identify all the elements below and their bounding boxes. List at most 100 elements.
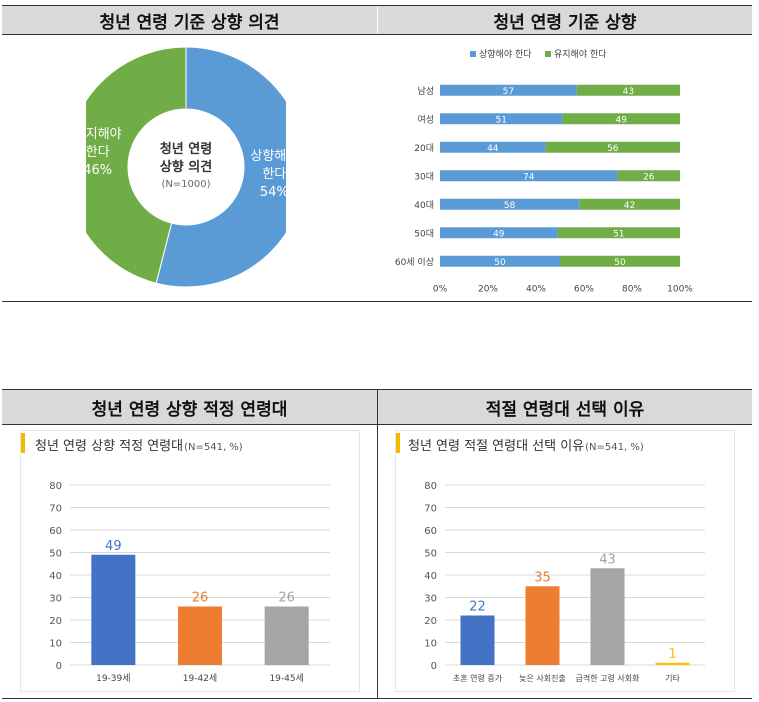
card-left <box>20 430 360 692</box>
y-tick-5: 50 <box>424 549 437 560</box>
hbar-label-0-1: 51 <box>495 115 506 125</box>
chart-title-right: 청년 연령 적절 연령대 선택 이유 (N=541, %) <box>408 435 644 454</box>
bar-value-1: 35 <box>534 570 551 585</box>
y-tick-0: 0 <box>431 661 437 672</box>
reason-bar-chart: 0 10 20 30 40 50 60 70 80 22 초혼 연령 증가 35 늦은 사회진출 43 급격… <box>424 481 705 683</box>
hbar-1-5 <box>557 227 680 239</box>
y-tick-6: 60 <box>49 526 62 537</box>
divider-top-under <box>2 34 752 35</box>
hbar-0-0 <box>440 84 577 96</box>
divider-top-bottom <box>2 301 752 302</box>
chart-title-right-text: 청년 연령 적절 연령대 선택 이유 <box>408 439 585 454</box>
y-tick-7: 70 <box>49 504 62 515</box>
hbar-label-0-2: 44 <box>487 144 499 154</box>
header-reason-text: 적절 연령대 선택 이유 <box>485 399 645 420</box>
x-label-2: 급격한 고령 사회화 <box>576 673 641 683</box>
divider-bottom-end <box>2 698 752 699</box>
bar-value-2: 43 <box>599 552 616 567</box>
hbar-0-3 <box>440 170 618 182</box>
hbar-0-5 <box>440 227 558 239</box>
legend-label-0: 상향해야 한다 <box>479 48 532 60</box>
hbar-label-1-2: 56 <box>607 144 619 154</box>
category-label-6: 60세 이상 <box>395 257 434 268</box>
x-label-1: 19-42세 <box>183 673 217 684</box>
hbar-0-6 <box>440 255 560 267</box>
hbar-label-1-5: 51 <box>613 229 624 239</box>
x-label-0: 초혼 연령 증가 <box>453 673 503 683</box>
x-tick-5: 100% <box>667 285 693 295</box>
donut-label-line2-0: 한다 <box>262 167 286 182</box>
donut-center-line2: 상향 의견 <box>160 159 212 175</box>
hbar-1-4 <box>579 198 680 210</box>
y-tick-8: 80 <box>424 481 437 492</box>
title-accent-right <box>396 433 400 453</box>
hbar-0-2 <box>440 141 546 153</box>
hbar-label-1-6: 50 <box>614 258 626 268</box>
title-accent-left <box>21 433 25 453</box>
hbar-label-0-3: 74 <box>523 172 535 182</box>
hbar-label-0-5: 49 <box>493 229 505 239</box>
x-tick-0: 0% <box>433 285 448 295</box>
category-label-5: 50대 <box>414 228 434 239</box>
bar-2 <box>264 606 309 665</box>
chart-subtitle-left: (N=541, %) <box>184 442 243 453</box>
category-label-2: 20대 <box>414 143 434 154</box>
legend-label-1: 유지해야 한다 <box>554 49 607 60</box>
hbar-1-6 <box>560 255 680 267</box>
category-label-0: 남성 <box>417 86 434 97</box>
hbar-label-1-3: 26 <box>643 172 655 182</box>
x-tick-3: 60% <box>574 285 594 295</box>
header-raise: 청년 연령 기준 상향 <box>378 6 752 34</box>
donut-center-line1: 청년 연령 <box>160 141 212 157</box>
bar-1 <box>178 606 222 665</box>
donut-label-line1-1: 유지해야 <box>86 127 122 142</box>
bar-value-1: 26 <box>192 591 209 606</box>
donut-label-line2-1: 한다 <box>86 145 110 160</box>
header-age-range-text: 청년 연령 상향 적정 연령대 <box>91 399 288 420</box>
y-tick-8: 80 <box>49 481 62 492</box>
x-label-0: 19-39세 <box>96 673 130 684</box>
category-label-3: 30대 <box>414 171 434 182</box>
bar-3 <box>655 662 690 665</box>
chart-title-left: 청년 연령 상향 적정 연령대 (N=541, %) <box>35 435 243 454</box>
bar-0 <box>460 615 495 665</box>
hbar-label-1-0: 43 <box>623 87 634 97</box>
header-reason: 적절 연령대 선택 이유 <box>378 390 752 424</box>
y-tick-0: 0 <box>56 661 62 672</box>
bar-value-0: 22 <box>469 600 486 615</box>
hbar-1-1 <box>562 113 680 125</box>
bar-2 <box>590 568 625 665</box>
category-label-4: 40대 <box>414 200 434 211</box>
bar-0 <box>91 554 136 665</box>
y-tick-3: 30 <box>49 594 62 605</box>
divider-vertical <box>377 389 378 699</box>
hbar-1-0 <box>576 84 680 96</box>
y-tick-3: 30 <box>424 594 437 605</box>
header-opinion-text: 청년 연령 기준 상향 의견 <box>99 12 280 33</box>
donut-slice-0 <box>155 46 286 288</box>
bar-1 <box>525 586 560 665</box>
hbar-label-1-1: 49 <box>615 115 627 125</box>
card-right <box>395 430 735 692</box>
donut-slice-1 <box>86 46 187 284</box>
hbar-label-0-0: 57 <box>503 87 514 97</box>
x-label-3: 기타 <box>665 674 680 683</box>
x-label-2: 19-45세 <box>269 673 303 684</box>
x-tick-1: 20% <box>478 285 498 295</box>
chart-subtitle-right: (N=541, %) <box>585 442 644 453</box>
y-tick-7: 70 <box>424 504 437 515</box>
y-tick-1: 10 <box>424 639 437 650</box>
header-opinion: 청년 연령 기준 상향 의견 <box>2 6 377 34</box>
legend-swatch-0 <box>470 51 476 57</box>
y-tick-1: 10 <box>49 639 62 650</box>
y-tick-5: 50 <box>49 549 62 560</box>
header-raise-text: 청년 연령 기준 상향 <box>493 12 637 33</box>
hbar-1-3 <box>617 170 680 182</box>
hbar-label-0-6: 50 <box>494 258 506 268</box>
y-tick-4: 40 <box>424 571 437 582</box>
donut-label-line1-0: 상향해야 <box>250 149 286 164</box>
hbar-0-1 <box>440 113 563 125</box>
bar-value-3: 1 <box>668 647 676 662</box>
donut-label-pct-0: 54% <box>260 185 286 200</box>
